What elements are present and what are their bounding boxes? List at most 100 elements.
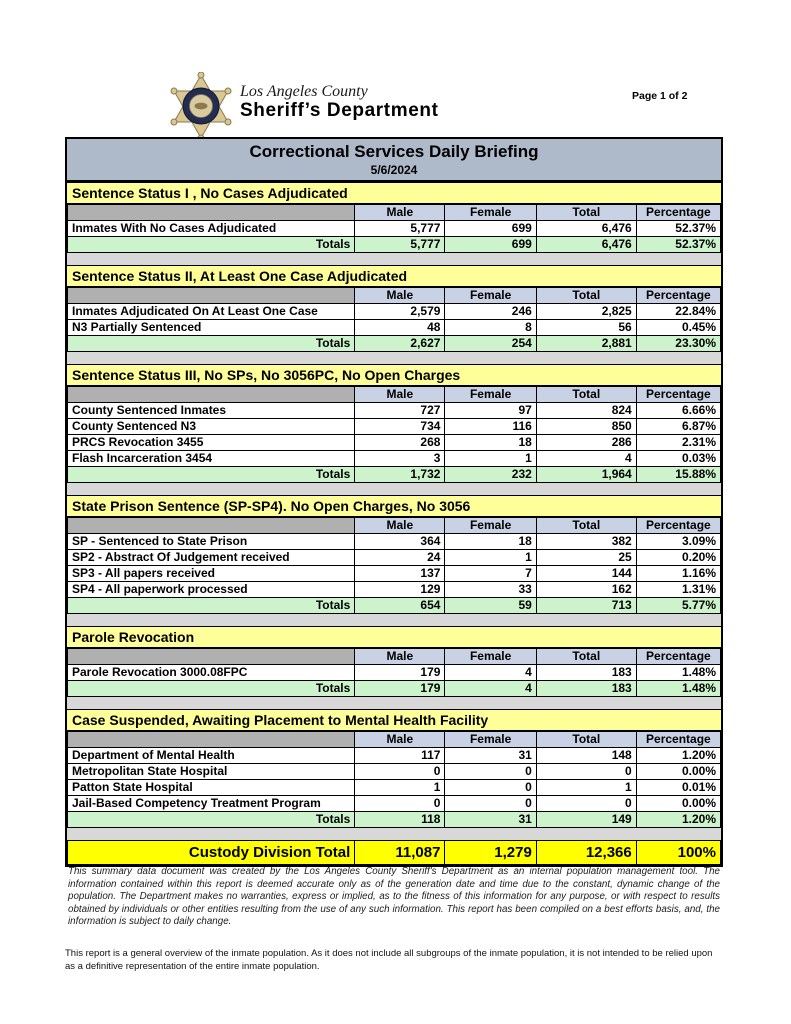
- six-point-star-badge-icon: ™: [170, 71, 232, 146]
- agency-county-line: Los Angeles County: [240, 83, 368, 100]
- table-row: SP4 - All paperwork processed 129 33 162 1.3…: [66, 581, 722, 598]
- column-header: Percentage: [635, 386, 722, 403]
- disclaimer-paragraph: This summary data document was created b…: [68, 866, 720, 928]
- row-label: Jail-Based Competency Treatment Program: [66, 795, 356, 812]
- column-header-stub: [66, 731, 356, 748]
- cell-percentage: 0.00%: [635, 763, 722, 780]
- totals-female: 4: [444, 680, 537, 697]
- cell-percentage: 0.01%: [635, 779, 722, 796]
- table-row: Department of Mental Health 117 31 148 1.20%: [66, 747, 722, 764]
- totals-percentage: 1.20%: [635, 811, 722, 828]
- section-table: Male Female Total Percentage County Sentence…: [66, 386, 722, 483]
- column-header-stub: [66, 517, 356, 534]
- cell-total: 56: [535, 319, 637, 336]
- section-6: Case Suspended, Awaiting Placement to Me…: [66, 709, 722, 828]
- cell-female: 1: [444, 549, 537, 566]
- cell-percentage: 22.84%: [635, 303, 722, 320]
- table-row: Inmates Adjudicated On At Least One Case…: [66, 303, 722, 320]
- cell-male: 48: [354, 319, 446, 336]
- section-title: Sentence Status III, No SPs, No 3056PC, …: [67, 364, 721, 386]
- cell-female: 18: [444, 434, 537, 451]
- row-label: County Sentenced N3: [66, 418, 356, 435]
- cell-total: 6,476: [535, 220, 637, 237]
- cell-female: 8: [444, 319, 537, 336]
- section-title: Sentence Status I , No Cases Adjudicated: [67, 182, 721, 204]
- cell-total: 0: [535, 795, 637, 812]
- cell-female: 246: [444, 303, 537, 320]
- column-header: Male: [354, 204, 446, 221]
- cell-percentage: 6.87%: [635, 418, 722, 435]
- section-table: Male Female Total Percentage Inmates With No…: [66, 204, 722, 253]
- cell-percentage: 1.31%: [635, 581, 722, 598]
- totals-total: 2,881: [535, 335, 637, 352]
- report-date: 5/6/2024: [370, 163, 418, 177]
- section-4: State Prison Sentence (SP-SP4). No Open …: [66, 495, 722, 614]
- cell-female: 31: [444, 747, 537, 764]
- agency-department-line: Sheriff’s Department: [240, 100, 439, 121]
- column-header-row: Male Female Total Percentage: [66, 517, 722, 534]
- cell-total: 824: [535, 402, 637, 419]
- cell-male: 268: [354, 434, 446, 451]
- column-header: Female: [444, 287, 537, 304]
- row-label: SP - Sentenced to State Prison: [66, 533, 356, 550]
- daily-briefing-report: Correctional Services Daily Briefing 5/6…: [65, 137, 723, 867]
- cell-percentage: 2.31%: [635, 434, 722, 451]
- column-header: Male: [354, 648, 446, 665]
- table-row: County Sentenced N3 734 116 850 6.87%: [66, 418, 722, 435]
- section-3: Sentence Status III, No SPs, No 3056PC, …: [66, 364, 722, 483]
- section-gap: [67, 253, 721, 265]
- cell-male: 727: [354, 402, 446, 419]
- column-header: Percentage: [635, 287, 722, 304]
- cell-female: 699: [444, 220, 537, 237]
- custody-division-total-row: Custody Division Total 11,087 1,279 12,3…: [66, 840, 722, 865]
- cell-male: 24: [354, 549, 446, 566]
- custody-division-total-table: Custody Division Total 11,087 1,279 12,3…: [66, 840, 722, 865]
- column-header: Percentage: [635, 648, 722, 665]
- table-row: Inmates With No Cases Adjudicated 5,777 69…: [66, 220, 722, 237]
- cell-total: 286: [535, 434, 637, 451]
- section-table: Male Female Total Percentage Parole Revocati…: [66, 648, 722, 697]
- totals-percentage: 23.30%: [635, 335, 722, 352]
- sheriff-badge-logo: ™: [167, 71, 235, 148]
- totals-row: Totals 118 31 149 1.20%: [66, 811, 722, 828]
- cell-female: 4: [444, 664, 537, 681]
- row-label: County Sentenced Inmates: [66, 402, 356, 419]
- totals-label: Totals: [66, 466, 356, 483]
- report-sections: Sentence Status I , No Cases Adjudicated…: [66, 182, 722, 840]
- cell-percentage: 0.03%: [635, 450, 722, 467]
- table-row: County Sentenced Inmates 727 97 824 6.66%: [66, 402, 722, 419]
- grand-total-female: 1,279: [444, 840, 537, 865]
- cell-female: 116: [444, 418, 537, 435]
- row-label: Metropolitan State Hospital: [66, 763, 356, 780]
- section-gap: [67, 614, 721, 626]
- table-row: SP3 - All papers received 137 7 144 1.16%: [66, 565, 722, 582]
- cell-percentage: 0.00%: [635, 795, 722, 812]
- cell-male: 734: [354, 418, 446, 435]
- column-header: Percentage: [635, 204, 722, 221]
- totals-male: 1,732: [354, 466, 446, 483]
- totals-row: Totals 654 59 713 5.77%: [66, 597, 722, 614]
- totals-percentage: 1.48%: [635, 680, 722, 697]
- totals-female: 232: [444, 466, 537, 483]
- column-header: Male: [354, 287, 446, 304]
- cell-male: 137: [354, 565, 446, 582]
- column-header: Total: [535, 386, 637, 403]
- totals-total: 6,476: [535, 236, 637, 253]
- column-header: Male: [354, 731, 446, 748]
- section-gap: [67, 352, 721, 364]
- row-label: Flash Incarceration 3454: [66, 450, 356, 467]
- column-header: Total: [535, 517, 637, 534]
- cell-female: 0: [444, 763, 537, 780]
- section-table: Male Female Total Percentage Inmates Adjudic…: [66, 287, 722, 352]
- table-row: SP - Sentenced to State Prison 364 18 382 3.…: [66, 533, 722, 550]
- grand-total-percentage: 100%: [635, 840, 722, 865]
- cell-male: 179: [354, 664, 446, 681]
- section-1: Sentence Status I , No Cases Adjudicated…: [66, 182, 722, 253]
- totals-label: Totals: [66, 811, 356, 828]
- totals-percentage: 52.37%: [635, 236, 722, 253]
- cell-percentage: 52.37%: [635, 220, 722, 237]
- cell-male: 117: [354, 747, 446, 764]
- cell-percentage: 3.09%: [635, 533, 722, 550]
- cell-percentage: 1.20%: [635, 747, 722, 764]
- report-title-banner: Correctional Services Daily Briefing 5/6…: [67, 139, 721, 182]
